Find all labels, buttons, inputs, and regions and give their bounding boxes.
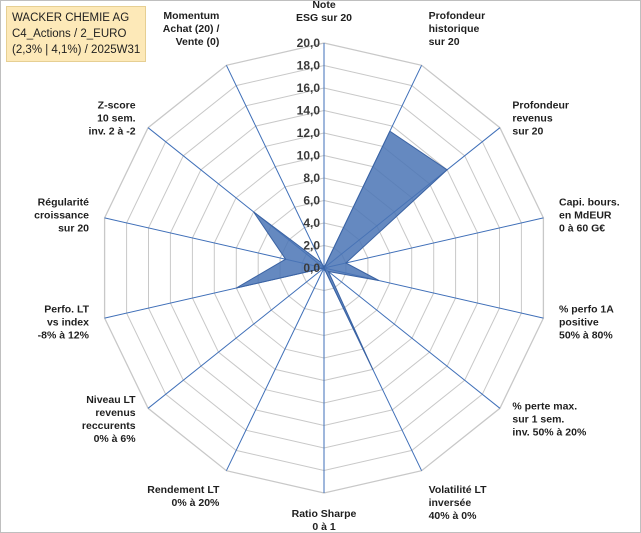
- axis-label-9: Niveau LT revenus reccurents 0% à 6%: [82, 394, 136, 445]
- axis-label-line: inversée: [429, 497, 472, 509]
- axis-label-line: Momentum: [163, 10, 219, 22]
- axis-label-2: Profondeur revenus sur 20: [512, 100, 569, 138]
- axis-label-line: historique: [429, 23, 480, 35]
- category-line: C4_Actions / 2_EURO: [12, 28, 127, 40]
- axis-label-line: Capi. bours.: [559, 196, 620, 208]
- axis-label-line: en MdEUR: [559, 209, 612, 221]
- axis-label-0: Note ESG sur 20: [296, 0, 352, 24]
- axis-label-line: -8% à 12%: [38, 330, 90, 342]
- axis-label-4: % perfo 1A positive 50% à 80%: [559, 304, 614, 342]
- axis-label-line: Rendement LT: [147, 484, 220, 496]
- tick-label-4: 8,0: [303, 171, 320, 185]
- radar-tick-labels: 0,0 2,0 4,0 6,0 8,0 10,0 12,0 14,0 16,0 18,0 20,0: [297, 36, 321, 275]
- chart-title-box: WACKER CHEMIE AG C4_Actions / 2_EURO (2,…: [6, 6, 146, 62]
- tick-label-0: 0,0: [303, 261, 320, 275]
- axis-label-5: % perte max. sur 1 sem. inv. 50% à 20%: [512, 400, 587, 438]
- period-line: (2,3% | 4,1%) / 2025W31: [12, 44, 141, 56]
- tick-label-7: 14,0: [297, 104, 321, 118]
- axis-label-line: 0% à 20%: [172, 497, 221, 509]
- axis-label-line: 40% à 0%: [429, 510, 478, 522]
- axis-label-3: Capi. bours. en MdEUR 0 à 60 G€: [559, 196, 620, 234]
- axis-label-11: Régularité croissance sur 20: [34, 196, 89, 234]
- axis-label-line: Note: [312, 0, 335, 11]
- axis-label-line: % perfo 1A: [559, 304, 614, 316]
- axis-label-line: Achat (20) /: [163, 23, 220, 35]
- axis-label-12: Z-score 10 sem. inv. 2 à -2: [89, 100, 136, 138]
- axis-label-line: positive: [559, 317, 599, 329]
- axis-label-line: revenus: [95, 407, 135, 419]
- axis-label-line: 0 à 60 G€: [559, 222, 605, 234]
- spoke-9: [147, 267, 325, 409]
- axis-label-6: Volatilité LT inversée 40% à 0%: [429, 484, 488, 522]
- axis-label-line: Niveau LT: [86, 394, 136, 406]
- tick-label-6: 12,0: [297, 126, 321, 140]
- axis-label-8: Rendement LT 0% à 20%: [147, 484, 220, 509]
- company-name: WACKER CHEMIE AG: [12, 12, 130, 24]
- axis-label-line: revenus: [512, 113, 552, 125]
- tick-label-2: 4,0: [303, 216, 320, 230]
- axis-label-line: Z-score: [98, 100, 136, 112]
- axis-label-line: Profondeur: [429, 10, 486, 22]
- axis-label-line: 0 à 1: [312, 521, 336, 533]
- axis-label-line: inv. 50% à 20%: [512, 426, 587, 438]
- tick-label-5: 10,0: [297, 149, 321, 163]
- axis-label-line: Perfo. LT: [44, 304, 89, 316]
- axis-label-line: vs index: [47, 317, 89, 329]
- axis-label-line: croissance: [34, 209, 89, 221]
- spoke-8: [225, 267, 325, 471]
- spoke-13: [225, 65, 325, 269]
- radar-axis-labels: Note ESG sur 20 Profondeur historique sur 20…: [34, 0, 620, 533]
- axis-label-line: sur 1 sem.: [512, 413, 564, 425]
- axis-label-line: reccurents: [82, 420, 136, 432]
- spoke-3: [323, 217, 544, 269]
- series-area: [236, 130, 448, 370]
- axis-label-7: Ratio Sharpe 0 à 1: [292, 508, 357, 533]
- axis-label-line: sur 20: [512, 126, 543, 138]
- tick-label-1: 2,0: [303, 239, 320, 253]
- axis-label-line: Profondeur: [512, 100, 569, 112]
- axis-label-line: Vente (0): [176, 36, 220, 48]
- tick-label-9: 18,0: [297, 59, 321, 73]
- tick-label-3: 6,0: [303, 194, 320, 208]
- axis-label-line: inv. 2 à -2: [89, 126, 136, 138]
- axis-label-line: 50% à 80%: [559, 330, 613, 342]
- axis-label-line: 0% à 6%: [94, 433, 137, 445]
- tick-label-10: 20,0: [297, 36, 321, 50]
- axis-label-1: Profondeur historique sur 20: [429, 10, 486, 48]
- axis-label-line: ESG sur 20: [296, 12, 352, 24]
- axis-label-line: sur 20: [58, 222, 89, 234]
- axis-label-line: % perte max.: [512, 400, 577, 412]
- axis-label-line: Régularité: [38, 196, 90, 208]
- tick-label-8: 16,0: [297, 81, 321, 95]
- axis-label-line: 10 sem.: [97, 113, 136, 125]
- spoke-5: [323, 267, 501, 409]
- radar-series: [236, 130, 448, 370]
- axis-label-line: Ratio Sharpe: [292, 508, 357, 520]
- axis-label-10: Perfo. LT vs index -8% à 12%: [38, 304, 90, 342]
- axis-label-13: Momentum Achat (20) / Vente (0): [163, 10, 220, 48]
- axis-label-line: sur 20: [429, 36, 460, 48]
- axis-label-line: Volatilité LT: [429, 484, 488, 496]
